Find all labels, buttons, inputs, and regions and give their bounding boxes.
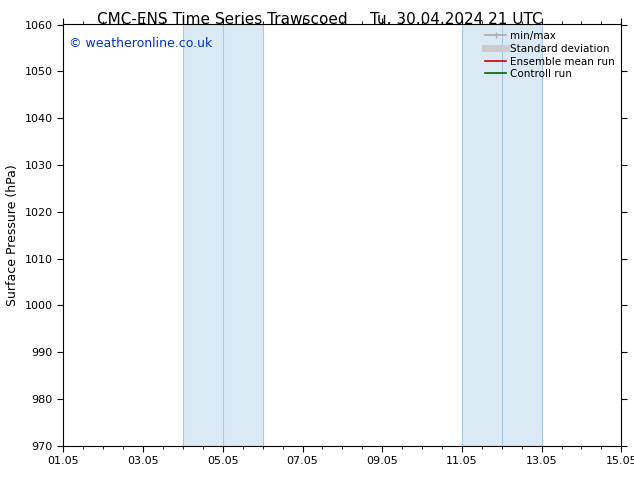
Y-axis label: Surface Pressure (hPa): Surface Pressure (hPa) — [6, 164, 19, 306]
Bar — [183, 24, 262, 446]
Legend: min/max, Standard deviation, Ensemble mean run, Controll run: min/max, Standard deviation, Ensemble me… — [481, 26, 619, 84]
Text: CMC-ENS Time Series Trawscoed: CMC-ENS Time Series Trawscoed — [96, 12, 347, 27]
Bar — [462, 24, 541, 446]
Text: Tu. 30.04.2024 21 UTC: Tu. 30.04.2024 21 UTC — [370, 12, 543, 27]
Text: © weatheronline.co.uk: © weatheronline.co.uk — [69, 37, 212, 50]
